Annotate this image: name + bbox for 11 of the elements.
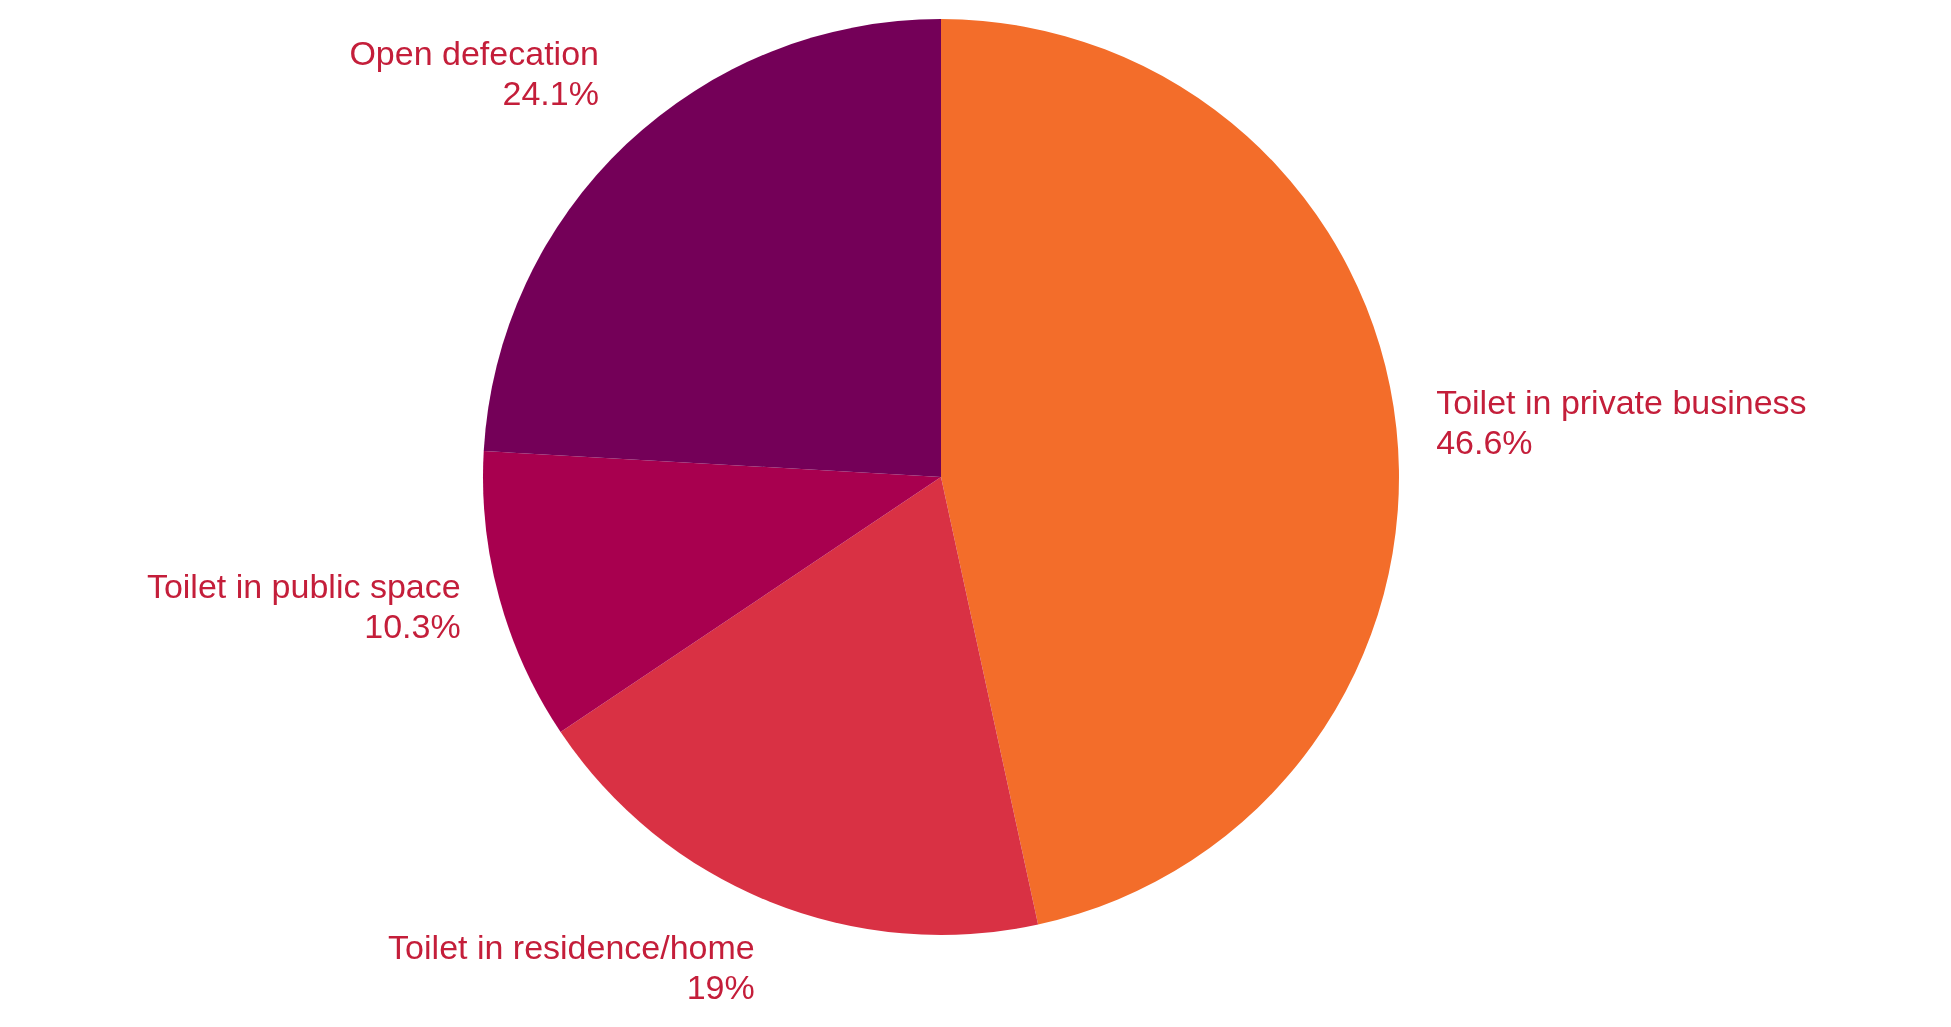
slice-label: Toilet in residence/home xyxy=(388,927,755,966)
data-label: 19% xyxy=(686,967,755,1006)
data-label: 24.1% xyxy=(502,74,599,113)
data-label: 10.3% xyxy=(364,607,461,646)
pie-slice xyxy=(941,19,1399,925)
pie-slice xyxy=(560,477,1039,935)
pie-slice xyxy=(483,451,941,733)
slice-label: Toilet in private business xyxy=(1436,382,1807,421)
data-label: 46.6% xyxy=(1436,422,1533,461)
slice-label: Open defecation xyxy=(349,34,599,73)
slice-label: Toilet in public space xyxy=(146,567,461,606)
